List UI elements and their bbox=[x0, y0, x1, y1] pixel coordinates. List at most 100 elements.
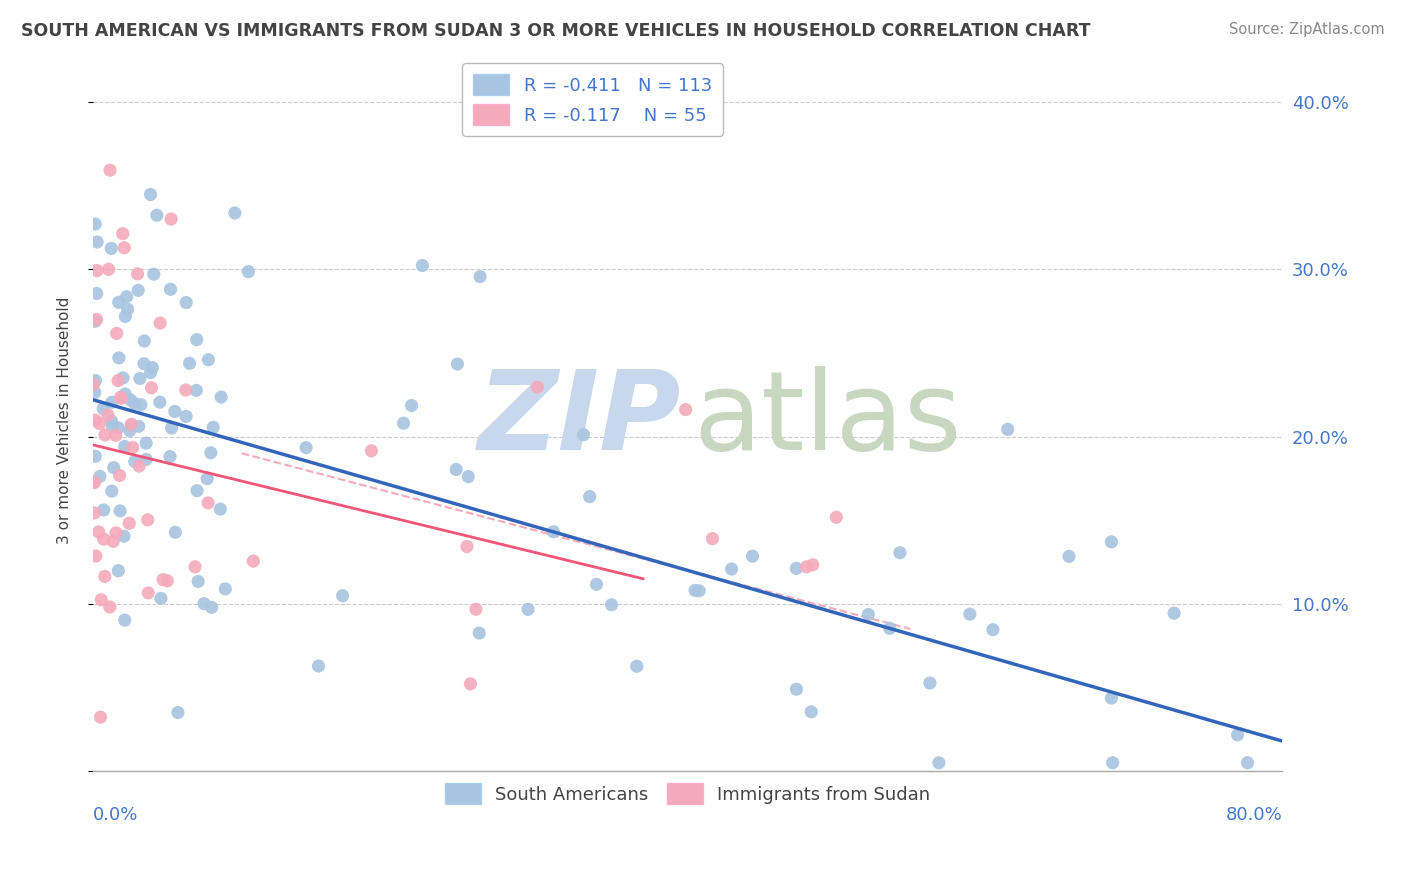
Point bbox=[114, 310, 136, 324]
Point bbox=[101, 419, 124, 434]
Point bbox=[465, 602, 488, 616]
Point bbox=[149, 591, 172, 606]
Point bbox=[136, 586, 159, 600]
Point bbox=[543, 524, 565, 539]
Point bbox=[197, 496, 219, 510]
Point bbox=[796, 559, 818, 574]
Point bbox=[118, 424, 141, 438]
Point bbox=[86, 312, 108, 326]
Point bbox=[129, 371, 152, 385]
Point bbox=[120, 392, 142, 407]
Point bbox=[84, 549, 107, 563]
Point bbox=[110, 392, 132, 406]
Point bbox=[889, 546, 911, 560]
Point bbox=[468, 269, 491, 284]
Point bbox=[103, 460, 125, 475]
Point bbox=[800, 705, 823, 719]
Point bbox=[675, 402, 697, 417]
Point bbox=[98, 163, 121, 178]
Point bbox=[82, 475, 104, 489]
Point bbox=[741, 549, 763, 564]
Point bbox=[981, 623, 1004, 637]
Point bbox=[84, 314, 107, 328]
Point bbox=[959, 607, 981, 621]
Point bbox=[688, 583, 710, 598]
Point bbox=[174, 295, 197, 310]
Point bbox=[110, 391, 132, 405]
Point bbox=[156, 574, 179, 588]
Point bbox=[1057, 549, 1080, 564]
Point bbox=[127, 283, 149, 297]
Point bbox=[626, 659, 648, 673]
Point bbox=[1099, 691, 1122, 706]
Point bbox=[128, 459, 150, 474]
Point bbox=[179, 356, 201, 370]
Point bbox=[101, 484, 124, 499]
Point bbox=[308, 659, 330, 673]
Point bbox=[201, 600, 224, 615]
Point bbox=[174, 383, 197, 397]
Point bbox=[84, 217, 107, 231]
Point bbox=[98, 599, 121, 614]
Point bbox=[159, 450, 181, 464]
Point bbox=[120, 417, 142, 432]
Point bbox=[224, 206, 246, 220]
Point bbox=[1099, 534, 1122, 549]
Point bbox=[101, 395, 124, 409]
Point bbox=[108, 504, 131, 518]
Point bbox=[94, 569, 117, 583]
Point bbox=[97, 408, 120, 422]
Y-axis label: 3 or more Vehicles in Household: 3 or more Vehicles in Household bbox=[58, 296, 72, 543]
Point bbox=[1101, 756, 1123, 770]
Point bbox=[128, 419, 150, 434]
Point bbox=[82, 377, 104, 392]
Point bbox=[124, 396, 146, 410]
Point bbox=[149, 395, 172, 409]
Point bbox=[202, 420, 225, 434]
Point bbox=[114, 613, 136, 627]
Point bbox=[86, 286, 108, 301]
Point bbox=[187, 574, 209, 589]
Point bbox=[121, 441, 143, 455]
Point bbox=[90, 592, 112, 607]
Point bbox=[83, 506, 105, 520]
Point bbox=[107, 421, 129, 435]
Point bbox=[585, 577, 607, 591]
Text: 80.0%: 80.0% bbox=[1226, 806, 1282, 824]
Point bbox=[167, 706, 190, 720]
Point bbox=[84, 449, 107, 463]
Point bbox=[879, 621, 901, 635]
Point bbox=[242, 554, 264, 568]
Point bbox=[83, 475, 105, 490]
Point bbox=[105, 525, 128, 540]
Point bbox=[89, 710, 111, 724]
Point bbox=[392, 416, 415, 430]
Point bbox=[720, 562, 742, 576]
Point bbox=[89, 469, 111, 483]
Point bbox=[149, 316, 172, 330]
Point bbox=[120, 418, 142, 433]
Point bbox=[89, 417, 111, 431]
Point bbox=[214, 582, 236, 596]
Point bbox=[184, 559, 207, 574]
Point bbox=[100, 241, 122, 255]
Point bbox=[136, 513, 159, 527]
Point bbox=[86, 263, 108, 277]
Text: 0.0%: 0.0% bbox=[93, 806, 138, 824]
Point bbox=[124, 454, 146, 468]
Point bbox=[160, 212, 183, 227]
Point bbox=[517, 602, 540, 616]
Text: SOUTH AMERICAN VS IMMIGRANTS FROM SUDAN 3 OR MORE VEHICLES IN HOUSEHOLD CORRELAT: SOUTH AMERICAN VS IMMIGRANTS FROM SUDAN … bbox=[21, 22, 1091, 40]
Point bbox=[468, 626, 491, 640]
Point bbox=[683, 583, 706, 598]
Point bbox=[825, 510, 848, 524]
Legend: South Americans, Immigrants from Sudan: South Americans, Immigrants from Sudan bbox=[437, 776, 938, 812]
Point bbox=[118, 516, 141, 531]
Point bbox=[411, 259, 433, 273]
Point bbox=[146, 208, 169, 222]
Point bbox=[526, 380, 548, 394]
Point bbox=[93, 532, 115, 546]
Point bbox=[460, 677, 482, 691]
Point bbox=[197, 352, 219, 367]
Point bbox=[209, 390, 232, 404]
